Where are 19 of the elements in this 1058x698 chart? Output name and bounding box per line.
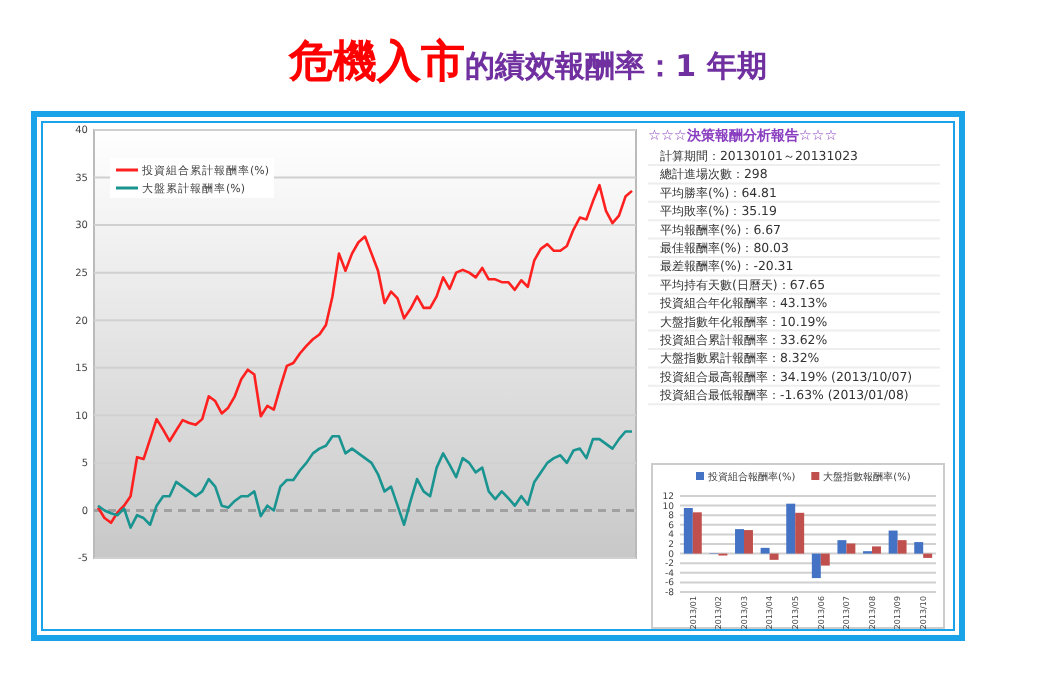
bar [786,503,796,554]
bar [888,530,898,554]
bar [735,529,744,554]
bar [897,540,907,554]
bar [769,553,779,560]
bar [811,553,821,579]
bar [692,512,702,554]
chart-title: 危機入市的績效報酬率：1 年期 [287,36,767,88]
bar [683,508,693,554]
bar [820,553,830,566]
bar [760,547,770,554]
bar [872,546,881,554]
line-series [96,183,634,525]
bar [744,530,753,554]
bar [914,542,924,554]
bar [795,512,805,554]
bar [837,540,847,554]
bar [846,543,856,554]
line-series [96,430,634,529]
